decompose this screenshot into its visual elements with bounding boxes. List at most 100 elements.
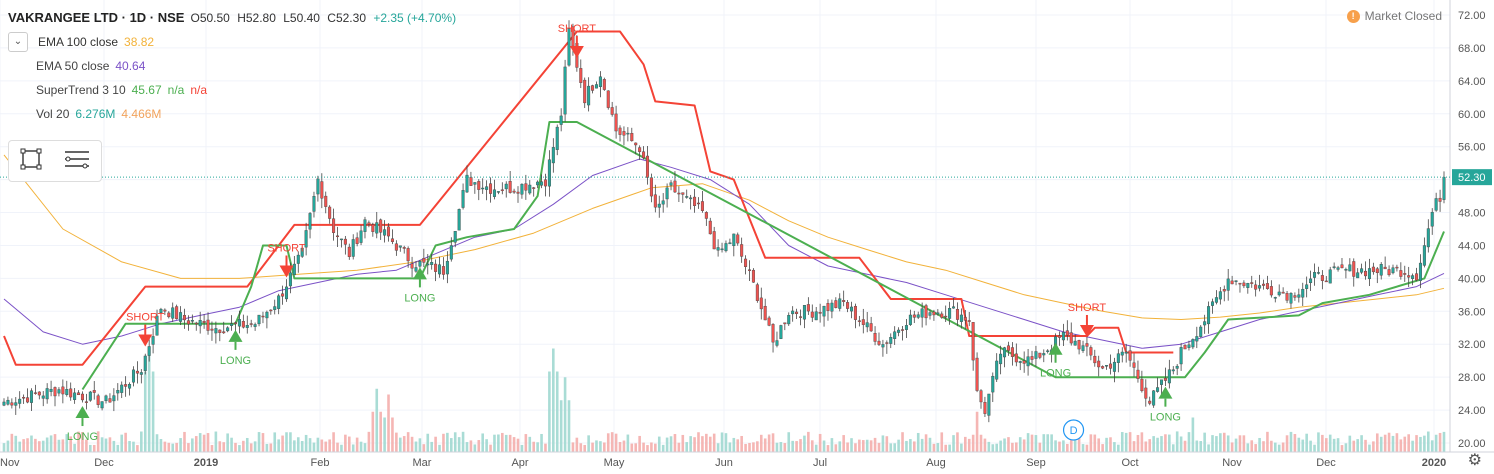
candle-body — [265, 311, 269, 319]
candle-body — [1116, 353, 1120, 363]
candle-body — [712, 231, 716, 250]
y-tick-label: 48.00 — [1458, 208, 1486, 220]
volume-bar — [493, 434, 496, 452]
candle-body — [100, 401, 104, 409]
candle-body — [995, 360, 999, 380]
last-price-label: 52.30 — [1458, 172, 1486, 184]
candle-body — [1250, 282, 1254, 284]
dividend-marker-label: D — [1070, 425, 1078, 437]
volume-bar — [1360, 435, 1363, 452]
indicator-row-ema50[interactable]: EMA 50 close 40.64 — [36, 54, 460, 78]
x-tick-label: Dec — [1316, 457, 1336, 469]
candle-body — [1057, 335, 1061, 338]
candle-body — [1340, 264, 1344, 269]
volume-bar — [77, 431, 80, 452]
candle-body — [1022, 360, 1026, 364]
volume-bar — [147, 348, 151, 452]
indicator-row-ema100[interactable]: ⌄ EMA 100 close 38.82 — [8, 30, 460, 54]
volume-bar — [944, 444, 947, 452]
volume-bar — [340, 444, 343, 452]
candle-body — [453, 230, 457, 243]
volume-bar — [277, 439, 280, 452]
volume-bar — [1364, 439, 1367, 452]
candle-body — [1316, 272, 1320, 274]
short-signal-label: SHORT — [267, 242, 306, 254]
volume-bar — [995, 443, 998, 452]
candle-body — [1081, 345, 1085, 351]
candle-body — [787, 315, 791, 325]
candle-body — [1218, 291, 1222, 300]
volume-bar — [1148, 439, 1152, 452]
volume-bar — [763, 438, 767, 452]
long-signal-label: LONG — [404, 292, 435, 304]
candle-body — [532, 187, 536, 189]
candle-body — [916, 314, 920, 318]
candle-body — [390, 238, 394, 242]
market-status[interactable]: ! Market Closed — [1346, 9, 1442, 23]
volume-bar — [116, 444, 120, 452]
candle-body — [897, 329, 901, 333]
indicator-row-supertrend[interactable]: SuperTrend 3 10 45.67 n/a n/a — [36, 78, 460, 102]
volume-bar — [489, 444, 492, 452]
collapse-legend-button[interactable]: ⌄ — [8, 32, 28, 52]
volume-bar — [916, 432, 920, 452]
candle-body — [559, 115, 563, 125]
candle-body — [261, 315, 265, 318]
volume-bar — [49, 435, 53, 452]
long-arrow-icon — [228, 329, 243, 342]
candle-body — [182, 314, 186, 321]
candle-body — [618, 127, 622, 135]
candle-body — [1108, 363, 1112, 369]
candle-body — [1128, 350, 1132, 361]
candle-body — [932, 311, 936, 316]
y-tick-label: 60.00 — [1458, 109, 1486, 121]
candle-body — [406, 248, 410, 262]
candle-body — [347, 246, 351, 257]
candle-body — [920, 308, 924, 318]
open-value: O50.50 — [190, 11, 230, 25]
volume-bar — [1144, 441, 1148, 452]
volume-bar — [1179, 436, 1183, 452]
volume-bar — [194, 436, 198, 452]
volume-bar — [18, 441, 21, 452]
volume-bar — [810, 440, 814, 452]
candle-body — [1214, 297, 1218, 303]
candle-body — [1187, 344, 1191, 348]
long-arrow-icon — [412, 267, 427, 280]
volume-bar — [167, 442, 171, 452]
volume-bar — [1368, 444, 1371, 452]
candle-body — [822, 305, 826, 317]
candle-body — [865, 322, 869, 328]
volume-bar — [1203, 432, 1206, 452]
volume-bar — [736, 439, 740, 452]
indicator-row-volume[interactable]: Vol 20 6.276M 4.466M — [36, 102, 460, 126]
candle-body — [861, 319, 865, 325]
indicator-value-3: n/a — [190, 83, 208, 97]
last-price-tag — [1452, 169, 1492, 186]
candle-body — [139, 372, 143, 375]
volume-bar — [1097, 438, 1101, 452]
rectangle-select-icon[interactable] — [19, 147, 43, 176]
volume-bar — [1246, 443, 1250, 452]
volume-bar — [124, 432, 127, 452]
candle-body — [1101, 366, 1105, 369]
candle-body — [802, 305, 806, 320]
candle-body — [681, 192, 685, 195]
indicator-value: 40.64 — [115, 59, 146, 73]
candle-body — [1132, 362, 1136, 368]
candle-body — [873, 333, 877, 342]
candle-body — [810, 311, 814, 318]
candle-body — [320, 181, 324, 199]
volume-bar — [563, 377, 567, 452]
candle-body — [481, 187, 485, 190]
indicator-value-2: n/a — [167, 83, 185, 97]
volume-bar — [1128, 432, 1132, 452]
gear-icon[interactable]: ⚙ — [1467, 452, 1482, 469]
candle-body — [316, 178, 320, 195]
candle-body — [80, 393, 84, 401]
list-lines-icon[interactable] — [63, 147, 91, 176]
volume-bar — [924, 434, 928, 452]
y-tick-label: 28.00 — [1458, 372, 1486, 384]
volume-bar — [155, 434, 159, 452]
